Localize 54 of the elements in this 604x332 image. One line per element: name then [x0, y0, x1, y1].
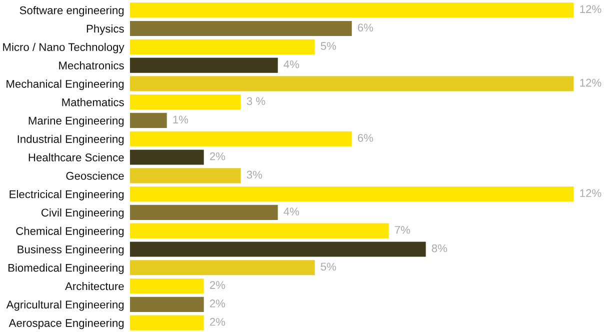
bar: [130, 296, 204, 312]
bar: [130, 112, 167, 128]
data-label: 2%: [210, 318, 226, 326]
y-tick-label: Marine Engineering: [28, 116, 124, 127]
y-tick-label: Business Engineering: [18, 245, 124, 256]
bar: [130, 2, 574, 18]
data-label: 12%: [580, 78, 602, 87]
y-tick-label: Biomedical Engineering: [8, 264, 124, 274]
bar: [130, 223, 389, 238]
y-tick-label: Geoscience: [66, 172, 124, 180]
data-label: 8%: [432, 244, 448, 252]
data-label: 5%: [320, 42, 336, 50]
bar: [130, 186, 574, 202]
bar: [130, 131, 352, 146]
data-label: 3 %: [246, 97, 266, 106]
y-tick-label: Agricultural Engineering: [6, 300, 124, 311]
bar: [130, 168, 241, 184]
bar: [130, 20, 352, 36]
bar: [130, 150, 204, 165]
data-label: 4%: [284, 60, 300, 68]
data-label: 7%: [394, 226, 410, 234]
y-tick-label: Mathematics: [62, 98, 124, 106]
data-label: 3%: [246, 170, 262, 179]
data-label: 6%: [358, 24, 374, 32]
y-tick-label: Mechanical Engineering: [6, 80, 124, 90]
bar: [130, 58, 278, 73]
y-tick-label: Electricical Engineering: [10, 190, 124, 200]
bar: [130, 278, 204, 294]
y-tick-label: Healthcare Science: [28, 153, 124, 162]
data-label: 2%: [210, 300, 226, 308]
bar: [130, 242, 426, 257]
data-label: 2%: [210, 281, 226, 289]
bar: [130, 39, 315, 54]
y-tick-label: Aerospace Engineering: [8, 318, 124, 330]
data-label: 4%: [284, 208, 300, 216]
data-label: 12%: [580, 189, 602, 197]
data-label: 5%: [320, 262, 336, 271]
bar: [130, 76, 574, 92]
data-label: 6%: [358, 134, 374, 142]
bar: [130, 94, 241, 110]
y-tick-label: Architecture: [65, 282, 124, 290]
y-tick-label: Micro / Nano Technology: [3, 42, 124, 54]
data-label: 2%: [210, 152, 226, 160]
y-tick-label: Civil Engineering: [41, 208, 124, 219]
bar: [130, 260, 315, 276]
y-tick-label: Physics: [86, 24, 124, 35]
y-tick-label: Industrial Engineering: [18, 134, 124, 146]
bar: [130, 204, 278, 220]
data-label: 1%: [173, 116, 188, 124]
data-label: 12%: [580, 5, 602, 14]
y-tick-label: Software engineering: [20, 6, 124, 16]
y-tick-label: Chemical Engineering: [16, 226, 124, 238]
y-tick-label: Mechatronics: [59, 61, 124, 70]
bar: [130, 315, 204, 330]
